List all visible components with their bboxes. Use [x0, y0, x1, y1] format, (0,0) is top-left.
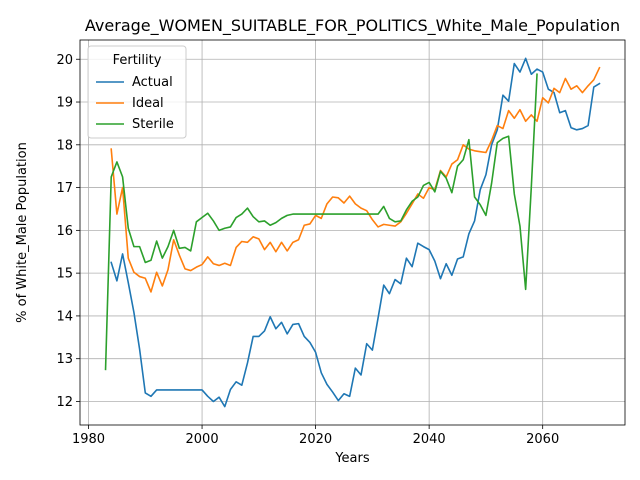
x-tick-label: 2020	[299, 432, 332, 447]
chart-title: Average_WOMEN_SUITABLE_FOR_POLITICS_Whit…	[85, 16, 620, 36]
series-line-sterile	[104, 73, 538, 371]
legend-items: Actual Ideal Sterile	[96, 75, 174, 132]
legend-box	[87, 45, 187, 139]
x-tick-label: 2040	[413, 432, 446, 447]
y-tick-label: 19	[56, 96, 73, 111]
legend: Fertility Actual Ideal Sterile	[87, 45, 187, 139]
y-tick-label: 18	[56, 138, 73, 153]
x-tick-label: 1980	[72, 432, 105, 447]
y-tick-label: 15	[56, 267, 73, 282]
y-tick-label: 14	[56, 309, 73, 324]
legend-label: Actual	[132, 75, 173, 90]
grid	[80, 40, 625, 425]
series-line-actual	[110, 57, 601, 408]
legend-title: Fertility	[113, 53, 162, 68]
legend-label: Sterile	[132, 117, 174, 132]
y-axis: 12 13 14 15 16 17 18 19 20	[56, 53, 80, 410]
legend-item-ideal: Ideal	[96, 96, 164, 111]
x-axis: 1980 2000 2020 2040 2060	[72, 425, 559, 447]
y-tick-label: 20	[56, 53, 73, 68]
legend-item-sterile: Sterile	[96, 117, 174, 132]
legend-label: Ideal	[132, 96, 164, 111]
y-tick-label: 13	[56, 352, 73, 367]
series-line-ideal	[110, 66, 601, 293]
x-tick-label: 2060	[526, 432, 559, 447]
y-axis-label: % of White_Male Population	[15, 142, 30, 323]
legend-item-actual: Actual	[96, 75, 173, 90]
series-lines	[104, 57, 601, 408]
plot-frame	[79, 39, 626, 426]
y-tick-label: 17	[56, 181, 73, 196]
x-axis-label: Years	[334, 451, 370, 466]
x-tick-label: 2000	[186, 432, 219, 447]
y-tick-label: 16	[56, 224, 73, 239]
y-tick-label: 12	[56, 395, 73, 410]
